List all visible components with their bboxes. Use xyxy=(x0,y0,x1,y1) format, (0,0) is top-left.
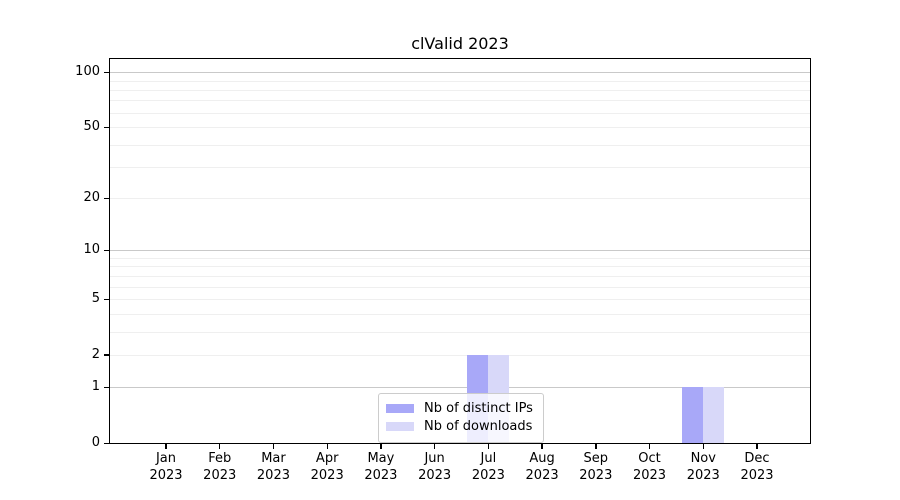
legend-item-distinct-ips: Nb of distinct IPs xyxy=(386,400,534,417)
x-tick xyxy=(219,444,221,449)
legend-swatch-distinct-ips xyxy=(386,404,414,413)
x-tick xyxy=(541,444,543,449)
x-tick-label: Dec 2023 xyxy=(740,451,774,483)
plot-area: 0 1 2 5 10 20 50 100 Jan 2023 Feb 2023 Mar 2023 Apr… xyxy=(75,58,811,483)
chart-title: clValid 2023 xyxy=(411,34,509,53)
x-tick xyxy=(487,444,490,449)
gridline-minor xyxy=(110,89,810,91)
legend-label-distinct-ips: Nb of distinct IPs xyxy=(424,401,533,416)
x-tick xyxy=(595,444,597,449)
gridline-major xyxy=(110,72,810,74)
x-tick xyxy=(380,444,382,449)
gridline-minor xyxy=(110,257,810,259)
gridline-minor xyxy=(110,144,810,146)
x-tick-label: Jun 2023 xyxy=(418,451,452,483)
x-tick-label: May 2023 xyxy=(364,451,398,483)
gridline-minor xyxy=(110,112,810,114)
gridline-minor xyxy=(110,266,810,268)
y-tick-label: 2 xyxy=(91,346,100,362)
x-tick-label: Mar 2023 xyxy=(256,451,290,483)
y-tick xyxy=(103,386,109,389)
x-tick xyxy=(756,444,758,449)
x-tick-label: Jan 2023 xyxy=(149,451,183,483)
gridline-minor xyxy=(110,127,810,129)
gridline-minor xyxy=(110,275,810,277)
y-tick-label: 10 xyxy=(83,242,100,258)
y-tick-label: 20 xyxy=(83,190,100,206)
y-tick xyxy=(103,71,109,73)
gridline-minor xyxy=(110,286,810,288)
legend-label-downloads: Nb of downloads xyxy=(424,419,533,434)
x-tick-label: Sep 2023 xyxy=(579,451,613,483)
y-tick-label: 0 xyxy=(91,435,100,450)
y-tick-label: 100 xyxy=(75,64,100,80)
legend-swatch-downloads xyxy=(386,422,414,431)
y-tick-label: 1 xyxy=(91,379,100,395)
x-tick xyxy=(648,444,651,449)
y-tick xyxy=(103,126,109,128)
gridline-major xyxy=(110,250,810,252)
y-tick xyxy=(103,354,109,356)
y-tick-label: 5 xyxy=(91,291,100,307)
x-tick-label: Aug 2023 xyxy=(525,451,559,483)
x-tick xyxy=(702,444,704,449)
gridline-minor xyxy=(110,80,810,82)
gridline-minor xyxy=(110,299,810,301)
x-tick-label: Feb 2023 xyxy=(203,451,237,483)
y-tick-label: 50 xyxy=(83,119,100,135)
y-tick xyxy=(103,197,109,200)
x-tick xyxy=(165,444,167,449)
y-tick xyxy=(103,298,109,300)
x-tick-label: Jul 2023 xyxy=(471,451,505,483)
x-tick-label: Apr 2023 xyxy=(310,451,344,483)
gridline-minor xyxy=(110,354,810,356)
gridline-minor xyxy=(110,100,810,102)
x-tick xyxy=(272,444,275,449)
x-tick-label: Nov 2023 xyxy=(686,451,720,483)
legend-item-downloads: Nb of downloads xyxy=(386,418,534,435)
legend: Nb of distinct IPs Nb of downloads xyxy=(378,393,544,443)
gridline-minor xyxy=(110,198,810,200)
gridline-minor xyxy=(110,313,810,315)
y-tick xyxy=(103,249,109,252)
x-tick xyxy=(326,444,328,449)
gridline-minor xyxy=(110,331,810,333)
gridline-major xyxy=(110,387,810,389)
x-tick xyxy=(434,444,436,449)
gridline-minor xyxy=(110,167,810,169)
bar-downloads xyxy=(703,387,725,443)
y-tick xyxy=(103,442,109,444)
x-tick-label: Oct 2023 xyxy=(632,451,667,483)
bar-distinct-ips xyxy=(682,387,704,443)
